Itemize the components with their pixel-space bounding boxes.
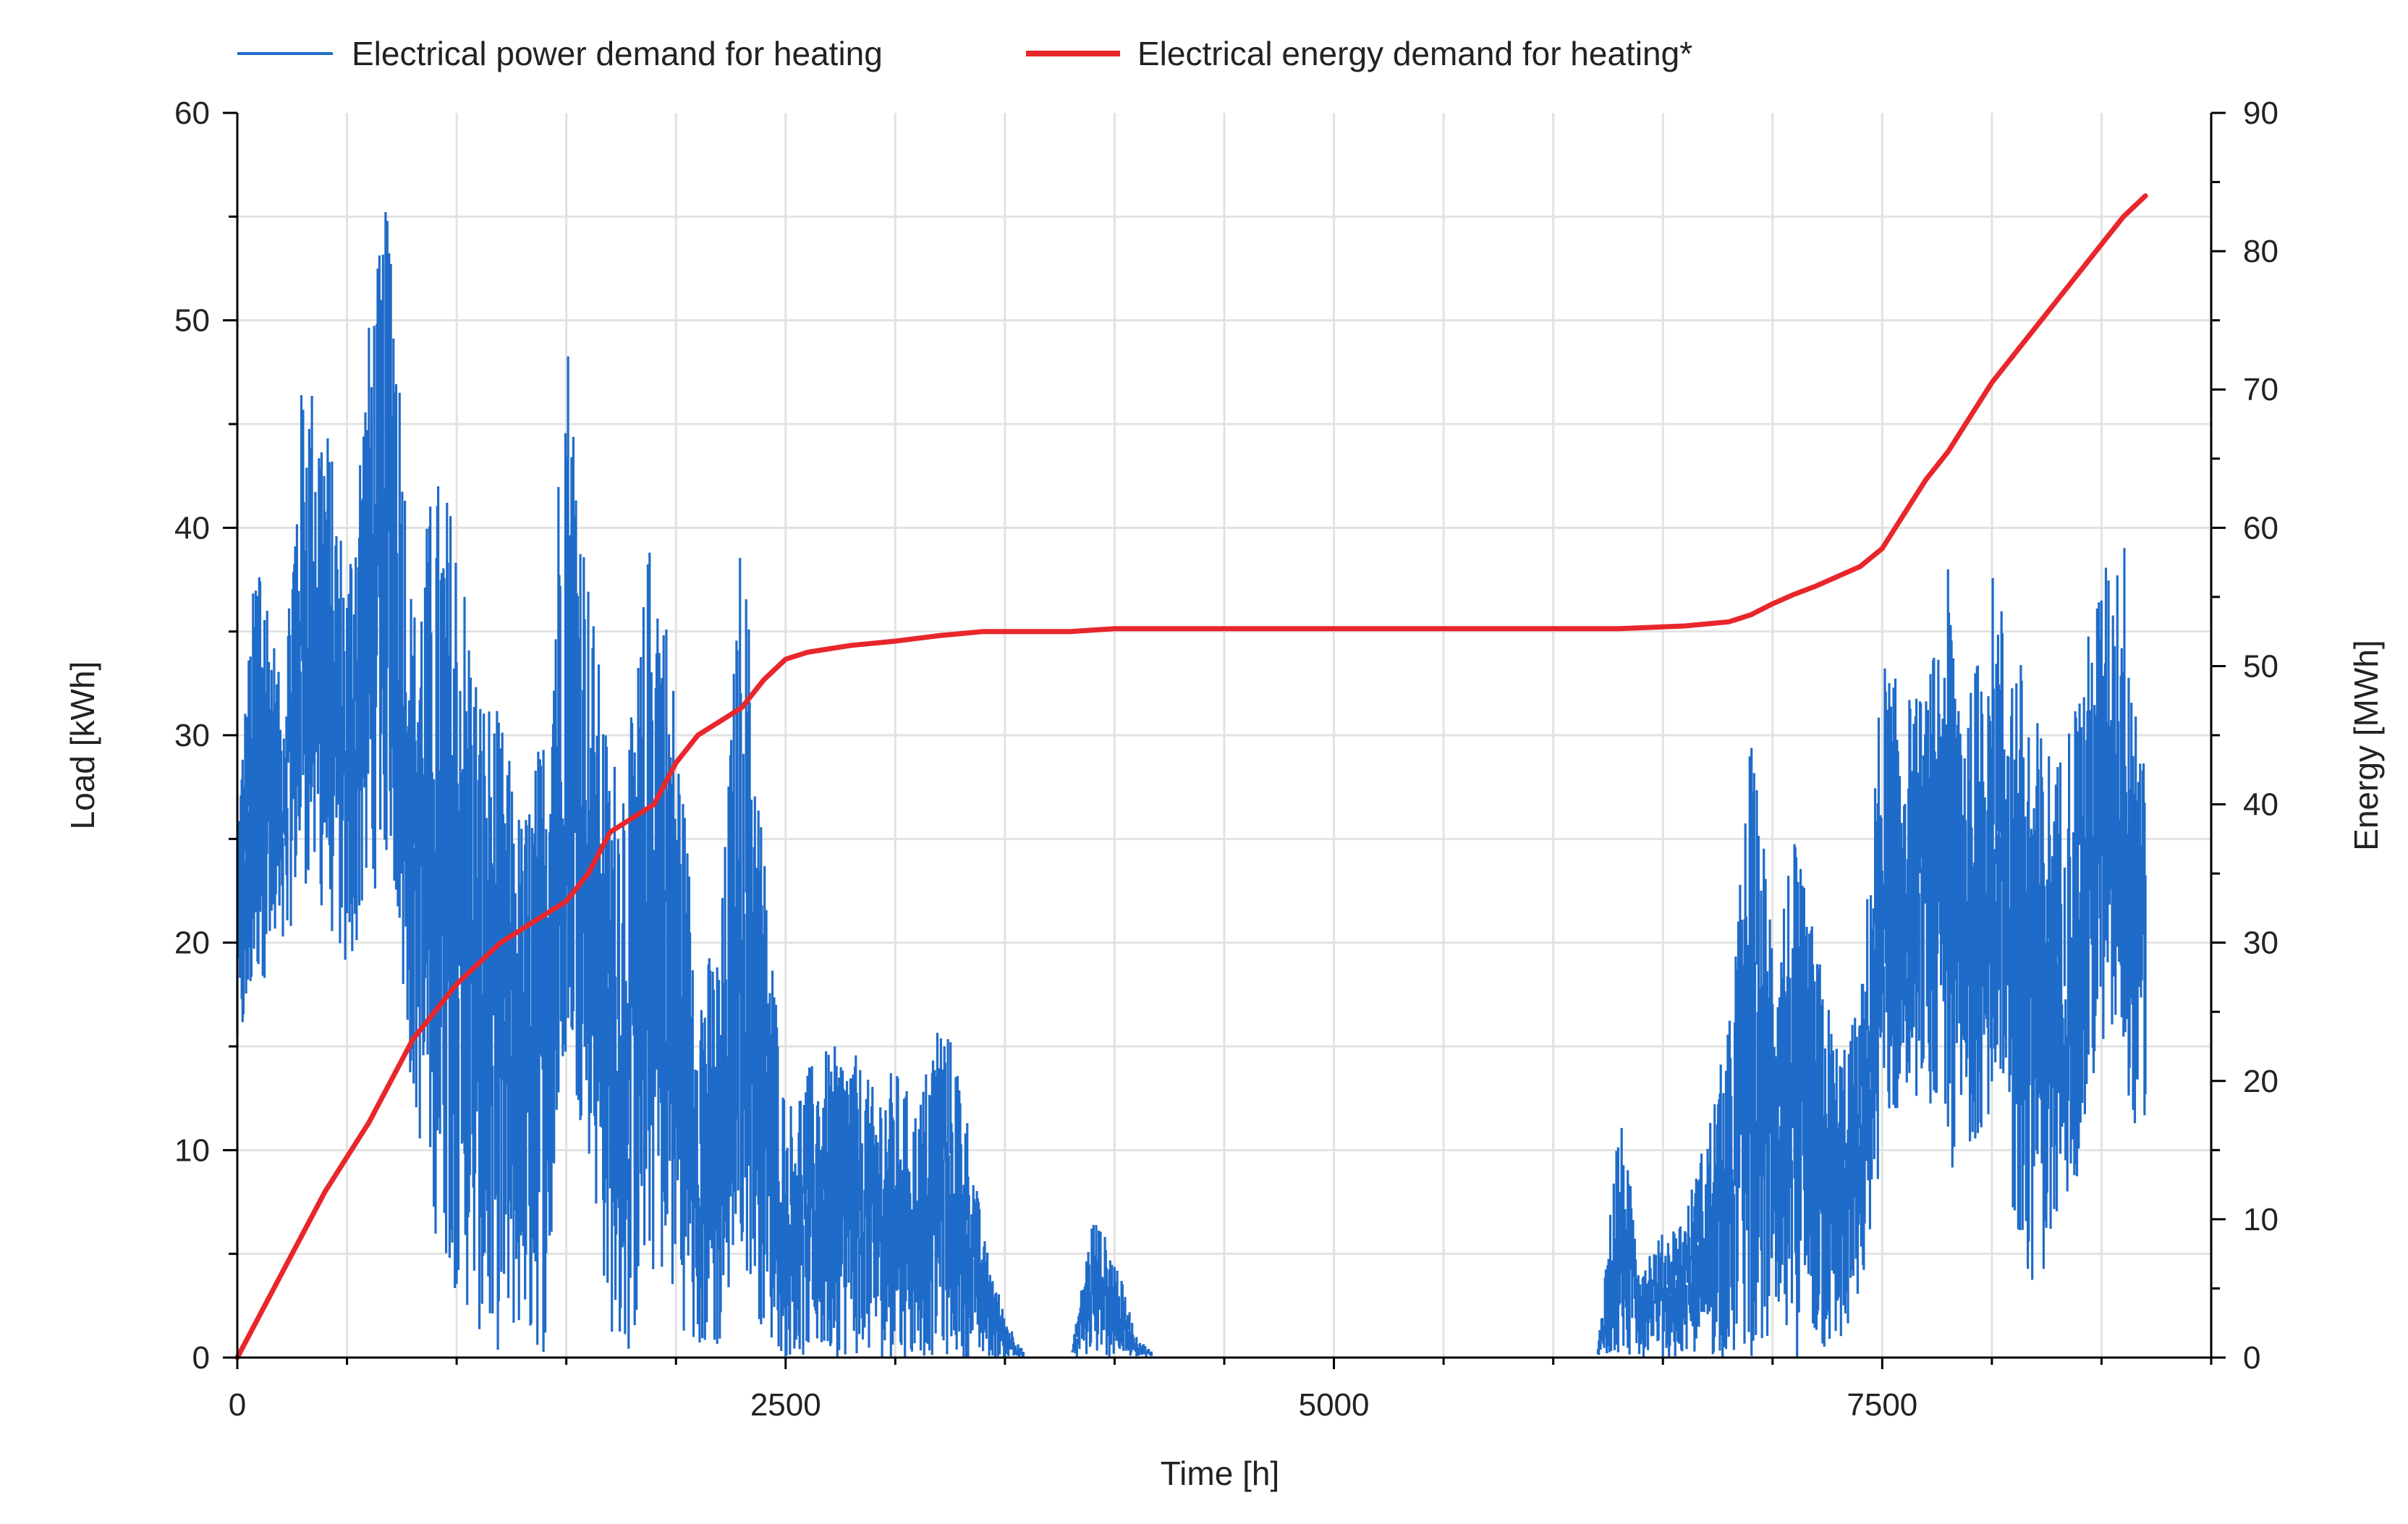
y-right-tick-label: 90 (2243, 96, 2278, 131)
energy-demand-line (234, 193, 2148, 1360)
legend-label-energy: Electrical energy demand for heating* (1137, 35, 1692, 72)
y-right-tick-label: 0 (2243, 1340, 2260, 1376)
y-left-tick-label: 40 (174, 510, 210, 546)
y-axis-left-title: Load [kWh] (64, 661, 101, 830)
y-left-tick-label: 50 (174, 303, 210, 339)
legend: Electrical power demand for heating Elec… (237, 35, 1692, 72)
y-left-tick-label: 10 (174, 1133, 210, 1168)
y-left-tick-label: 60 (174, 96, 210, 131)
y-right-tick-label: 30 (2243, 926, 2278, 961)
grid-lines (237, 113, 2211, 1358)
y-right-tick-label: 60 (2243, 510, 2278, 546)
x-tick-label: 5000 (1299, 1387, 1370, 1423)
y-right-tick-label: 40 (2243, 787, 2278, 823)
x-tick-label: 7500 (1847, 1387, 1917, 1423)
y-right-tick-label: 10 (2243, 1202, 2278, 1237)
y-right-tick-label: 20 (2243, 1064, 2278, 1099)
energy-demand-series (234, 193, 2148, 1360)
x-tick-label: 2500 (750, 1387, 821, 1423)
y-left-tick-label: 30 (174, 718, 210, 753)
x-tick-label: 0 (229, 1387, 246, 1423)
y-left-tick-label: 0 (192, 1340, 210, 1376)
power-demand-series (236, 212, 2147, 1358)
y-right-tick-label: 50 (2243, 648, 2278, 684)
y-axis-right-title: Energy [MWh] (2347, 640, 2385, 850)
y-left-tick-label: 20 (174, 926, 210, 961)
axes: 0 2500 5000 7500 0 10 20 30 40 50 60 0 10 20 30 40 50 60 7… (174, 96, 2278, 1423)
x-axis-title: Time [h] (1161, 1455, 1279, 1492)
y-right-tick-label: 80 (2243, 234, 2278, 269)
y-right-tick-label: 70 (2243, 372, 2278, 407)
legend-label-power: Electrical power demand for heating (352, 35, 883, 72)
